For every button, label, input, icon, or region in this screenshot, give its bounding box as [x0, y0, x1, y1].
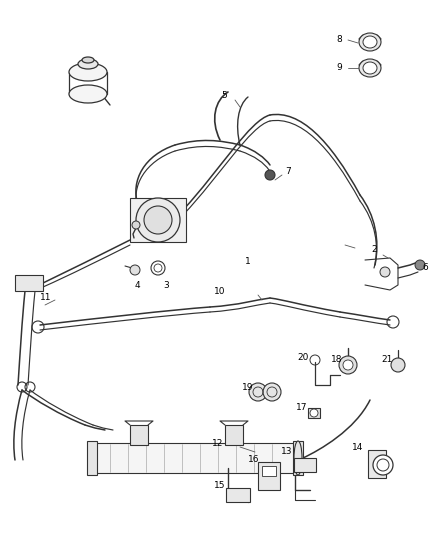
Text: 1: 1 [245, 257, 251, 266]
Bar [225, 425, 243, 445]
Text: 2: 2 [371, 246, 377, 254]
Bar [95, 443, 295, 473]
Ellipse shape [69, 85, 107, 103]
Bar [293, 441, 303, 475]
Text: 7: 7 [285, 166, 291, 175]
Text: 6: 6 [422, 262, 428, 271]
Text: 18: 18 [331, 356, 343, 365]
Circle shape [136, 198, 180, 242]
Text: 8: 8 [336, 35, 342, 44]
Ellipse shape [363, 62, 377, 74]
Ellipse shape [78, 59, 98, 69]
Bar [258, 462, 280, 490]
Text: 12: 12 [212, 439, 224, 448]
Bar [130, 198, 186, 242]
Circle shape [265, 170, 275, 180]
Circle shape [373, 455, 393, 475]
Ellipse shape [294, 441, 302, 475]
Circle shape [310, 409, 318, 417]
Text: 15: 15 [214, 481, 226, 489]
Circle shape [415, 260, 425, 270]
Bar [294, 458, 316, 472]
Circle shape [263, 383, 281, 401]
Circle shape [249, 383, 267, 401]
Circle shape [132, 221, 140, 229]
Text: 5: 5 [221, 92, 227, 101]
Circle shape [144, 206, 172, 234]
Text: 20: 20 [297, 353, 309, 362]
Text: 3: 3 [163, 280, 169, 289]
Bar [226, 488, 250, 502]
Bar [87, 441, 97, 475]
Text: 16: 16 [248, 456, 260, 464]
Circle shape [339, 356, 357, 374]
Text: 13: 13 [281, 448, 293, 456]
Ellipse shape [359, 59, 381, 77]
Text: 9: 9 [336, 63, 342, 72]
Text: 21: 21 [381, 356, 393, 365]
Circle shape [391, 358, 405, 372]
Ellipse shape [69, 63, 107, 81]
Circle shape [343, 360, 353, 370]
Text: 19: 19 [242, 383, 254, 392]
Text: 11: 11 [40, 294, 52, 303]
Bar [368, 450, 386, 478]
Text: 10: 10 [214, 287, 226, 296]
Bar [262, 466, 276, 476]
Text: 4: 4 [134, 280, 140, 289]
Ellipse shape [82, 57, 94, 63]
Bar [308, 408, 320, 418]
Bar [15, 275, 43, 291]
Text: 17: 17 [296, 402, 308, 411]
Circle shape [130, 265, 140, 275]
Ellipse shape [363, 36, 377, 48]
Text: 14: 14 [352, 443, 364, 453]
Ellipse shape [359, 33, 381, 51]
Circle shape [380, 267, 390, 277]
Bar [130, 425, 148, 445]
